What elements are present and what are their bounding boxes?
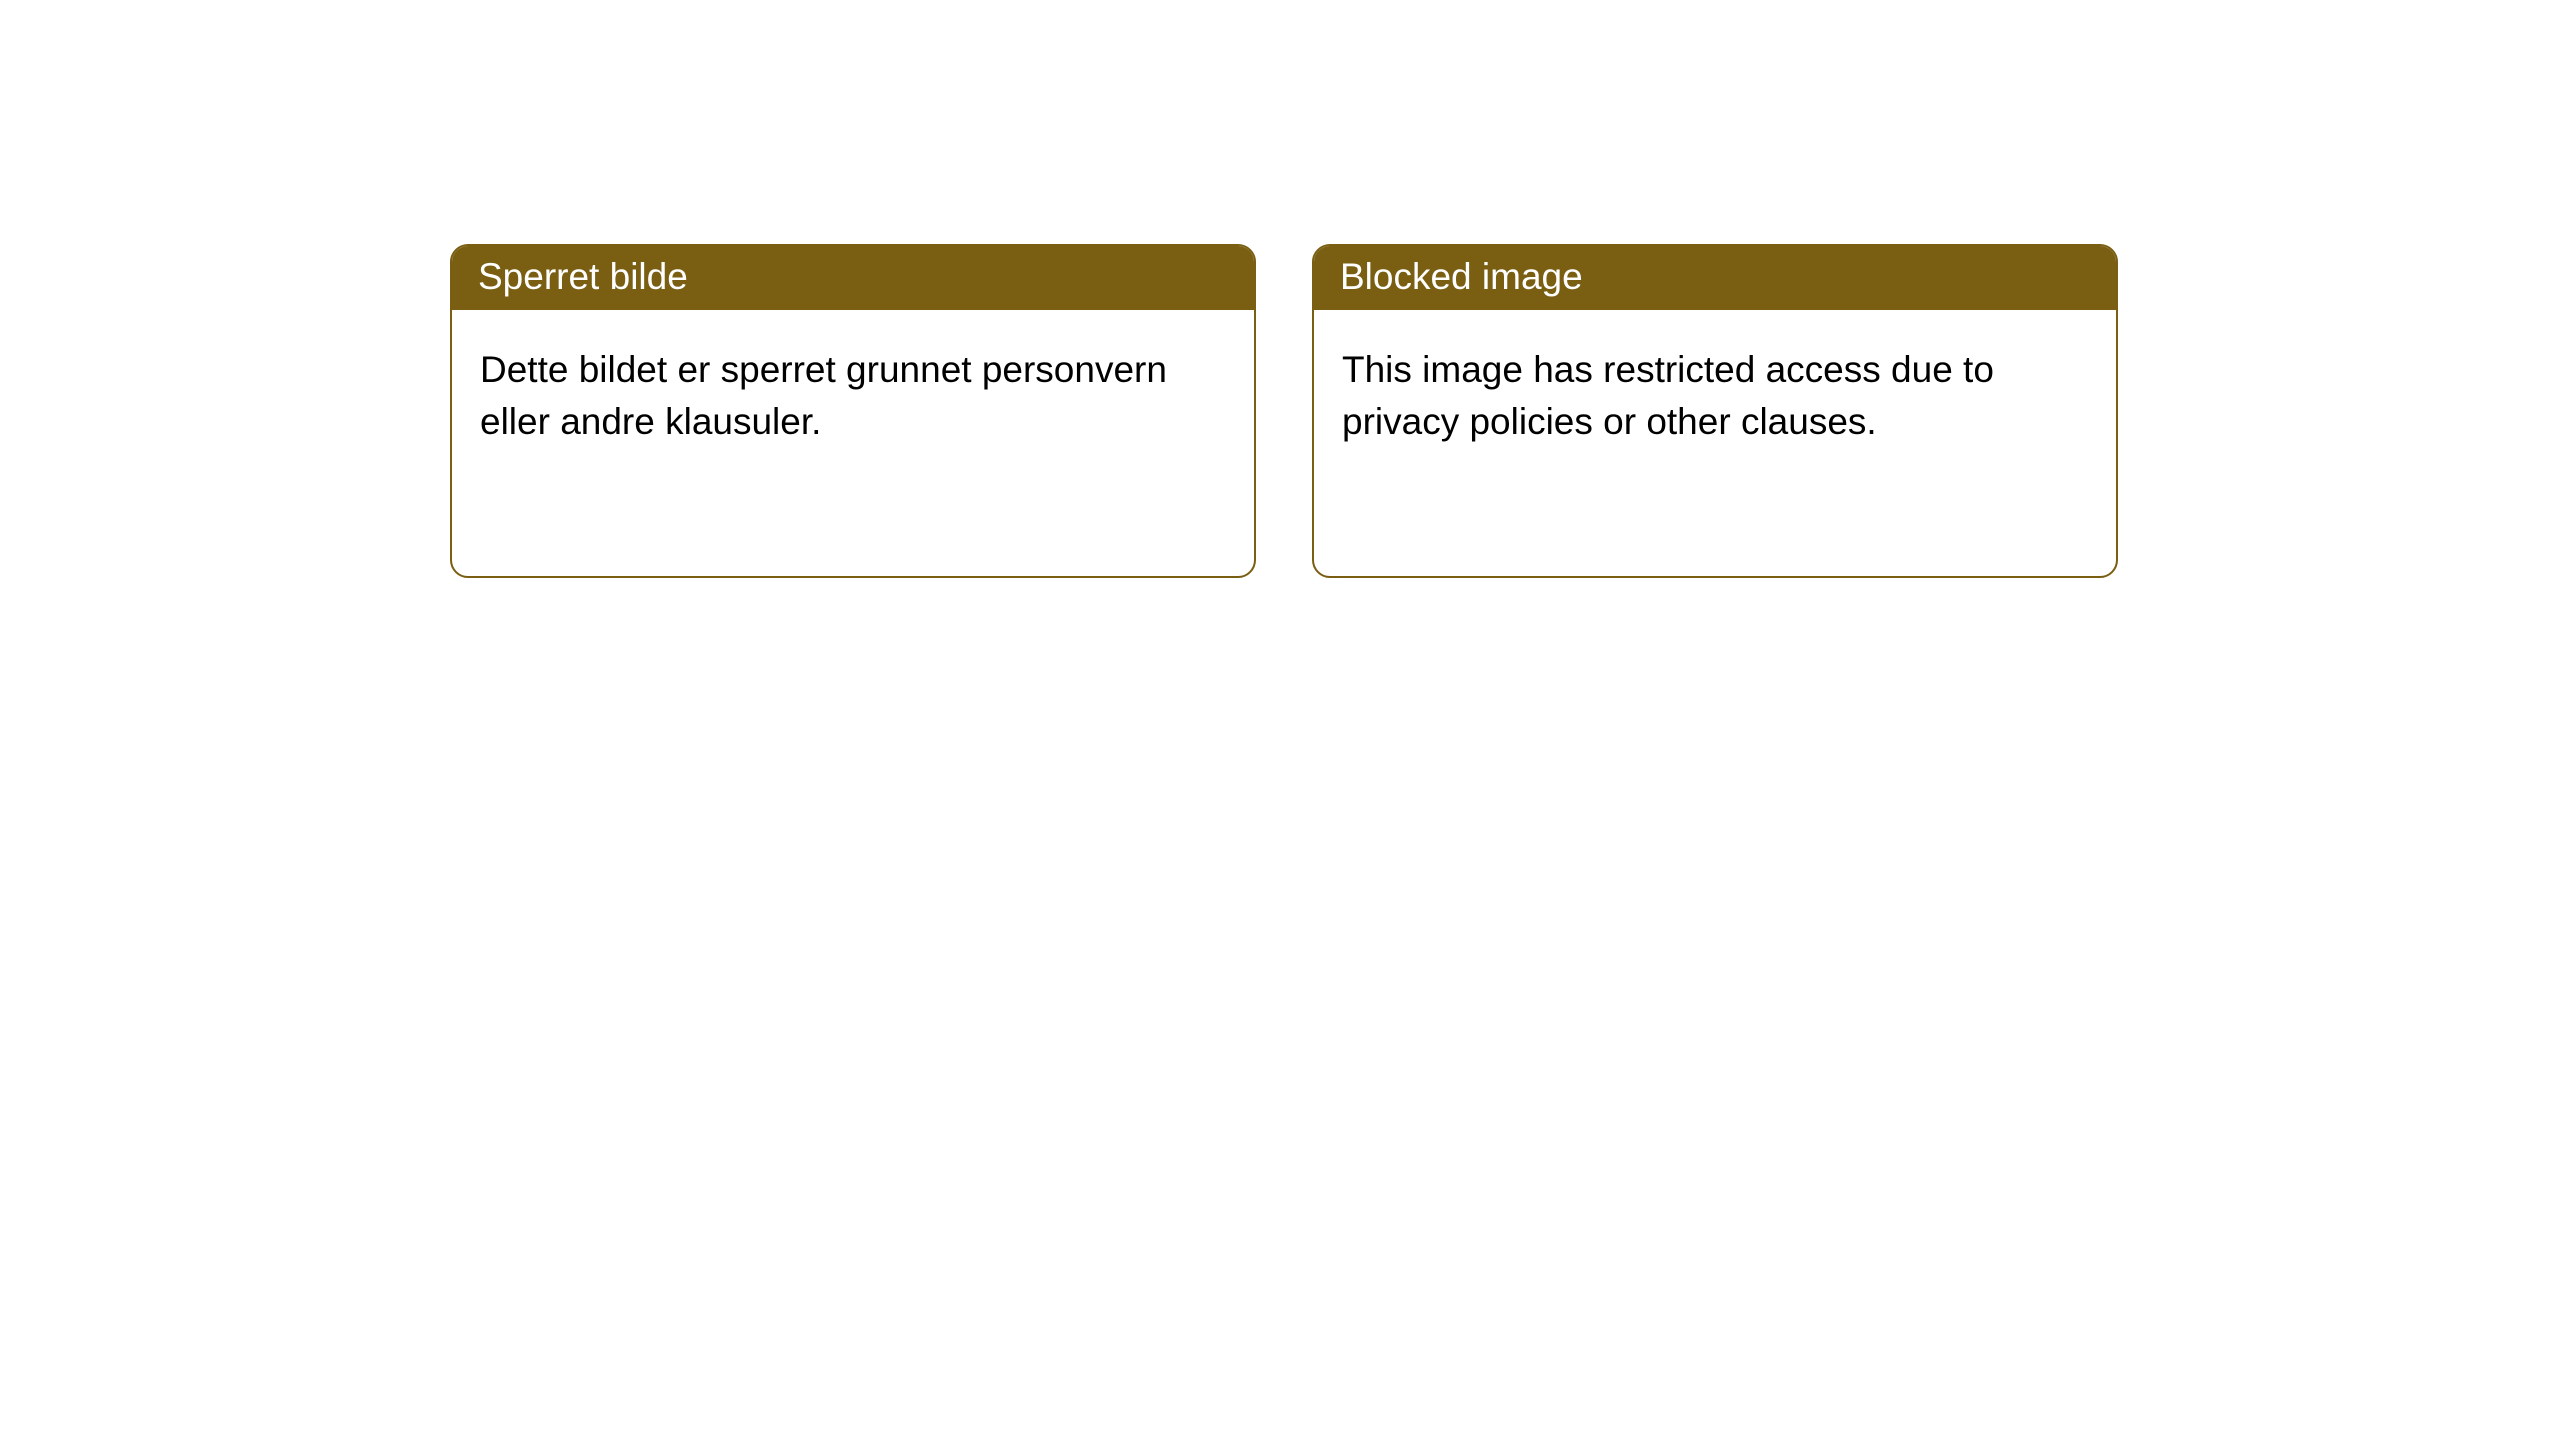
notice-card-norwegian: Sperret bilde Dette bildet er sperret gr… — [450, 244, 1256, 578]
notice-card-english: Blocked image This image has restricted … — [1312, 244, 2118, 578]
notice-container: Sperret bilde Dette bildet er sperret gr… — [0, 0, 2560, 578]
notice-body: Dette bildet er sperret grunnet personve… — [452, 310, 1254, 482]
notice-title: Blocked image — [1314, 246, 2116, 310]
notice-title: Sperret bilde — [452, 246, 1254, 310]
notice-body: This image has restricted access due to … — [1314, 310, 2116, 482]
